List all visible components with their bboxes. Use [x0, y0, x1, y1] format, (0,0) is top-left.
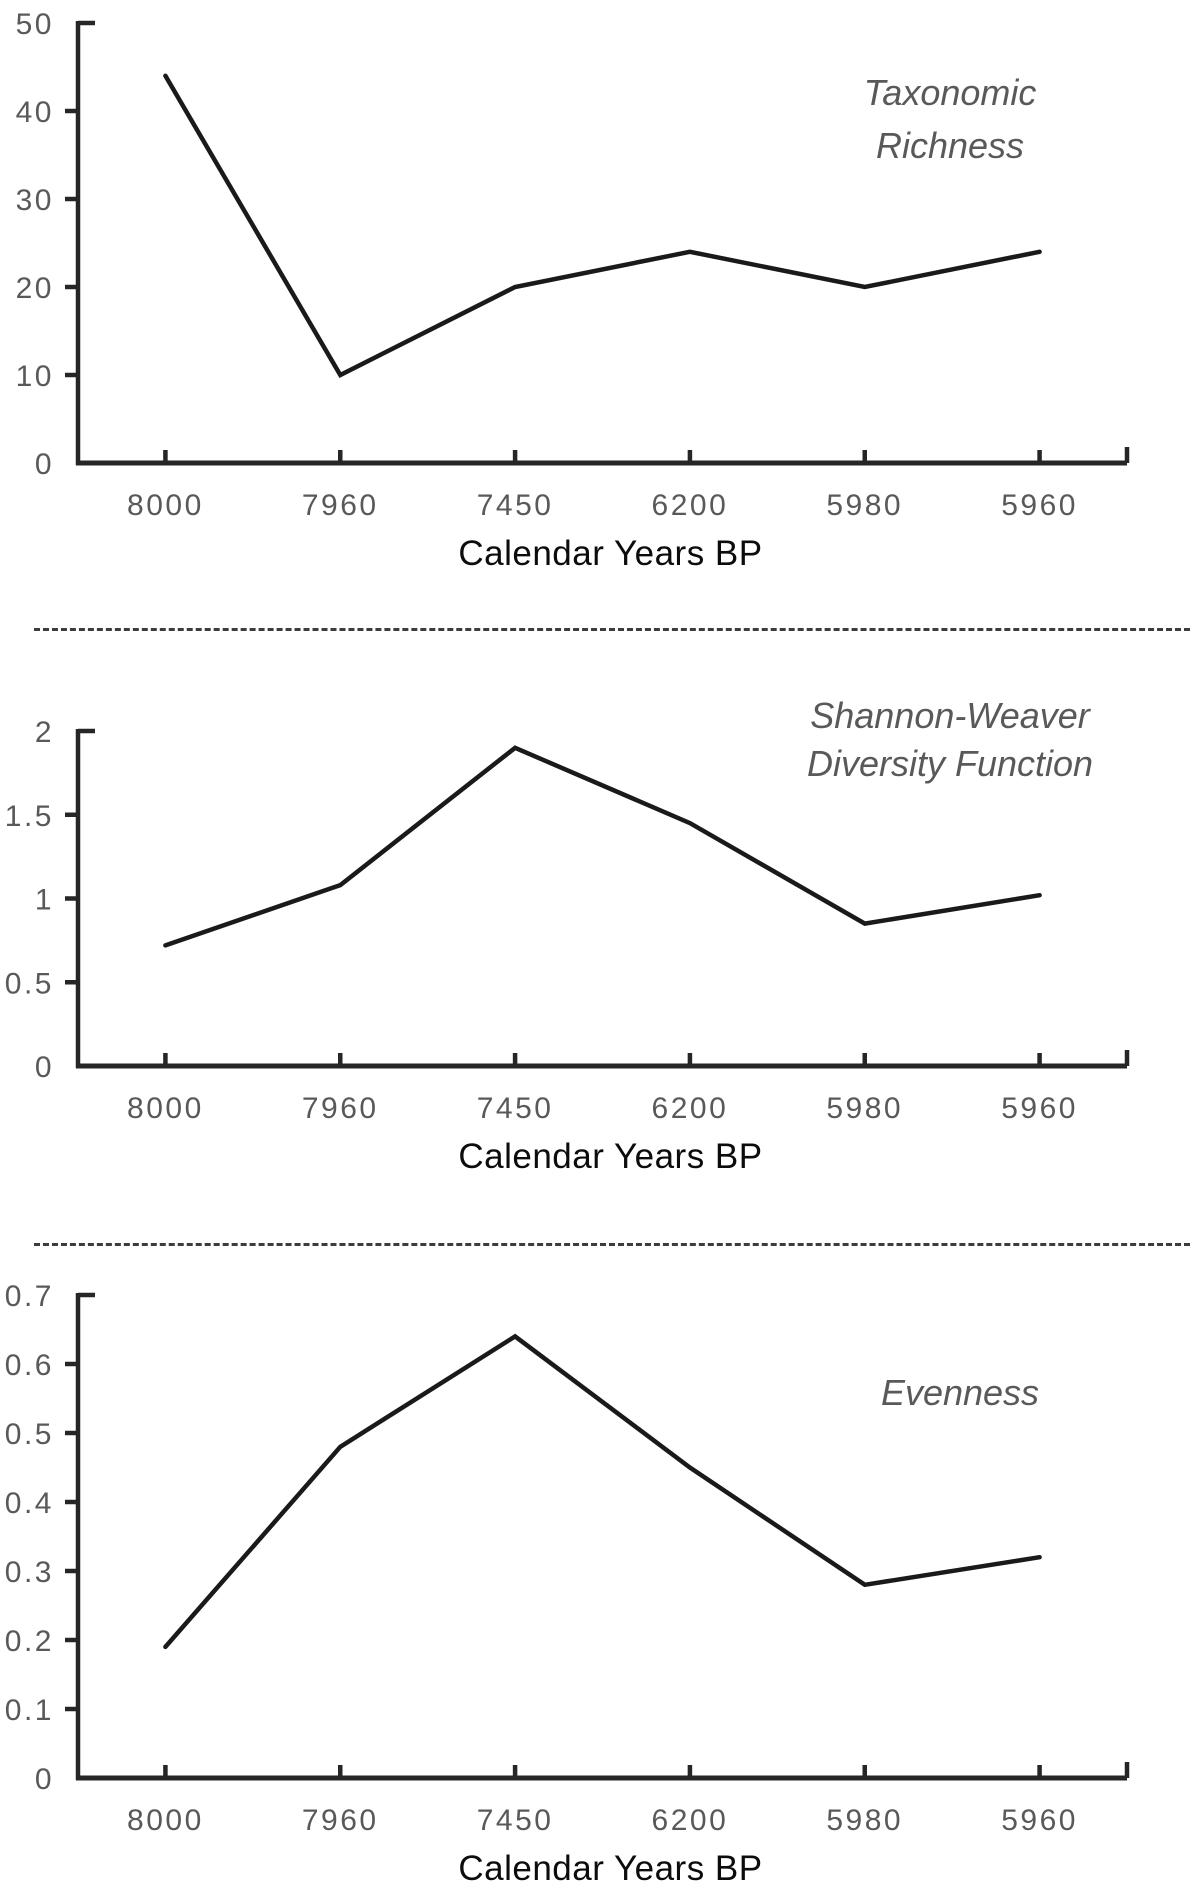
x-tick-label: 7450 [477, 1092, 554, 1125]
y-tick-label: 0.4 [5, 1487, 54, 1520]
y-tick-label: 0 [35, 448, 54, 481]
x-tick-label: 5960 [1001, 1804, 1078, 1837]
x-axis-title: Calendar Years BP [458, 1849, 762, 1888]
x-tick-label: 7450 [477, 1804, 554, 1837]
y-tick-label: 0 [35, 1763, 54, 1796]
x-tick-label: 6200 [652, 489, 729, 522]
chart-block-shannon-weaver: 0 0.5 1 1.5 2 8000 7960 7450 6200 5980 5960 Calenda… [0, 658, 1200, 1213]
chart-title: Taxonomic [864, 72, 1037, 113]
y-tick-label: 0.1 [5, 1694, 54, 1727]
y-tick-label: 0.5 [5, 1418, 54, 1451]
y-tick-label: 50 [16, 8, 54, 41]
series-line [163, 1333, 1042, 1650]
chart-title: Richness [876, 125, 1024, 166]
x-tick-label: 8000 [127, 489, 204, 522]
y-tick-label: 0.3 [5, 1556, 54, 1589]
chart-title: Diversity Function [807, 743, 1093, 784]
dashed-divider-1 [34, 628, 1190, 631]
y-tick-label: 10 [16, 360, 54, 393]
x-tick-label: 6200 [652, 1092, 729, 1125]
y-tick-label: 20 [16, 272, 54, 305]
x-axis-title: Calendar Years BP [458, 534, 762, 573]
y-tick-label: 30 [16, 184, 54, 217]
x-tick-label: 5980 [826, 489, 903, 522]
x-tick-label: 5960 [1001, 1092, 1078, 1125]
y-tick-label: 0.2 [5, 1625, 54, 1658]
x-axis-title: Calendar Years BP [458, 1137, 762, 1176]
chart-taxonomic-richness: 0 10 20 30 40 50 8000 7960 7450 6200 5980 5960 Calen… [16, 8, 1130, 573]
y-tick-label: 40 [16, 96, 54, 129]
chart-shannon-weaver-diversity: 0 0.5 1 1.5 2 8000 7960 7450 6200 5980 5960 Calenda… [5, 695, 1130, 1176]
chart-title: Evenness [881, 1372, 1039, 1413]
y-tick-label: 1.5 [5, 800, 54, 833]
x-tick-label: 5960 [1001, 489, 1078, 522]
x-tick-label: 7960 [302, 1804, 379, 1837]
x-tick-label: 7960 [302, 489, 379, 522]
x-tick-label: 5980 [826, 1804, 903, 1837]
dashed-divider-2 [34, 1243, 1190, 1246]
x-tick-label: 8000 [127, 1804, 204, 1837]
y-tick-label: 2 [35, 716, 54, 749]
chart-block-taxonomic-richness: 0 10 20 30 40 50 8000 7960 7450 6200 5980 5960 Calen… [0, 0, 1200, 600]
x-tick-label: 8000 [127, 1092, 204, 1125]
series-line [163, 73, 1042, 378]
x-tick-label: 7960 [302, 1092, 379, 1125]
chart-title: Shannon-Weaver [810, 695, 1092, 736]
x-tick-label: 6200 [652, 1804, 729, 1837]
chart-evenness: 0 0.1 0.2 0.3 0.4 0.5 0.6 0.7 8000 7960 7450 6200 59… [5, 1280, 1130, 1888]
y-tick-label: 0.6 [5, 1349, 54, 1382]
series-line [163, 745, 1042, 948]
chart-block-evenness: 0 0.1 0.2 0.3 0.4 0.5 0.6 0.7 8000 7960 7450 6200 59… [0, 1260, 1200, 1891]
y-tick-label: 1 [35, 884, 54, 917]
y-tick-label: 0.7 [5, 1280, 54, 1313]
y-tick-label: 0.5 [5, 967, 54, 1000]
x-tick-label: 7450 [477, 489, 554, 522]
y-tick-label: 0 [35, 1051, 54, 1084]
x-tick-label: 5980 [826, 1092, 903, 1125]
